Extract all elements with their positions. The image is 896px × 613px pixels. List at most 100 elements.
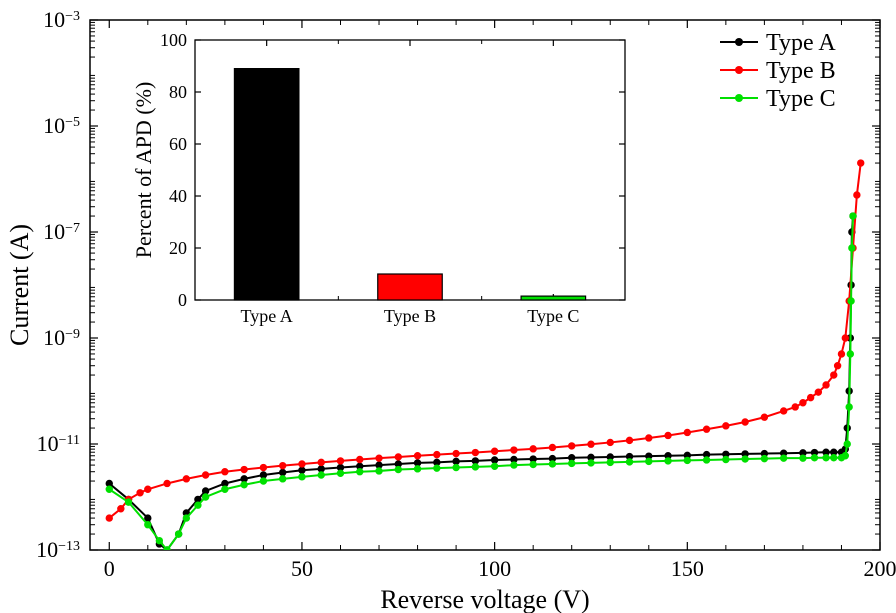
series-marker <box>106 486 112 492</box>
series-marker <box>723 456 729 462</box>
series-marker <box>849 245 855 251</box>
series-marker <box>823 382 829 388</box>
series-marker <box>175 531 181 537</box>
series-marker <box>815 389 821 395</box>
main-y-tick-label: 10−5 <box>43 113 80 138</box>
inset-y-tick-label: 60 <box>169 134 187 154</box>
series-marker <box>164 547 170 553</box>
inset-y-tick-label: 100 <box>160 30 187 50</box>
series-marker <box>703 457 709 463</box>
series-marker <box>807 394 813 400</box>
series-marker <box>299 474 305 480</box>
legend-label: Type B <box>766 58 836 84</box>
inset-x-tick-label: Type C <box>527 306 579 326</box>
series-marker <box>761 414 767 420</box>
main-y-tick-label: 10−9 <box>43 325 80 350</box>
series-marker <box>453 450 459 456</box>
series-marker <box>145 515 151 521</box>
series-marker <box>337 470 343 476</box>
legend-marker <box>735 38 743 46</box>
series-marker <box>858 160 864 166</box>
series-marker <box>145 522 151 528</box>
series-marker <box>395 454 401 460</box>
series-marker <box>164 480 170 486</box>
main-y-axis-label: Current (A) <box>5 224 34 346</box>
series-marker <box>260 478 266 484</box>
series-marker <box>299 461 305 467</box>
series-marker <box>588 460 594 466</box>
series-marker <box>241 466 247 472</box>
series-marker <box>549 444 555 450</box>
series-marker <box>414 453 420 459</box>
series-marker <box>491 448 497 454</box>
series-marker <box>569 443 575 449</box>
series-marker <box>395 466 401 472</box>
main-y-tick-label: 10−11 <box>37 431 80 456</box>
series-marker <box>260 472 266 478</box>
series-marker <box>511 462 517 468</box>
series-marker <box>607 439 613 445</box>
series-marker <box>703 426 709 432</box>
series-marker <box>847 351 853 357</box>
series-marker <box>491 463 497 469</box>
series-marker <box>472 449 478 455</box>
series-marker <box>337 458 343 464</box>
legend-marker <box>735 94 743 102</box>
series-marker <box>831 372 837 378</box>
series-marker <box>646 458 652 464</box>
inset-bar <box>234 69 299 300</box>
series-marker <box>453 464 459 470</box>
series-marker <box>318 459 324 465</box>
series-marker <box>792 404 798 410</box>
series-marker <box>279 476 285 482</box>
series-marker <box>646 435 652 441</box>
series-marker <box>241 482 247 488</box>
series-marker <box>183 515 189 521</box>
series-marker <box>195 502 201 508</box>
inset-y-tick-label: 80 <box>169 82 187 102</box>
series-marker <box>357 456 363 462</box>
series-marker <box>202 472 208 478</box>
series-marker <box>472 464 478 470</box>
inset-x-tick-label: Type A <box>241 306 293 326</box>
main-x-tick-label: 100 <box>478 556 511 581</box>
series-marker <box>279 469 285 475</box>
series-marker <box>684 457 690 463</box>
series-marker <box>588 441 594 447</box>
inset-y-axis-label: Percent of APD (%) <box>131 82 156 259</box>
series-marker <box>850 213 856 219</box>
series-marker <box>607 459 613 465</box>
series-marker <box>260 464 266 470</box>
series-marker <box>511 447 517 453</box>
inset-y-tick-label: 20 <box>169 238 187 258</box>
main-x-tick-label: 150 <box>671 556 704 581</box>
series-marker <box>222 469 228 475</box>
main-y-tick-label: 10−3 <box>43 7 80 32</box>
main-y-tick-label: 10−7 <box>43 219 80 244</box>
series-marker <box>530 461 536 467</box>
series-marker <box>549 461 555 467</box>
series-marker <box>811 455 817 461</box>
series-marker <box>279 462 285 468</box>
series-marker <box>742 456 748 462</box>
series-marker <box>684 429 690 435</box>
series-marker <box>137 490 143 496</box>
inset-y-tick-label: 40 <box>169 186 187 206</box>
series-marker <box>831 455 837 461</box>
legend-label: Type C <box>766 86 836 112</box>
series-marker <box>848 298 854 304</box>
main-x-axis-label: Reverse voltage (V) <box>380 585 589 613</box>
series-marker <box>145 486 151 492</box>
series-marker <box>838 351 844 357</box>
series-marker <box>800 400 806 406</box>
main-y-tick-label: 10−13 <box>36 537 80 562</box>
series-marker <box>118 506 124 512</box>
main-x-tick-label: 0 <box>104 556 115 581</box>
series-marker <box>626 437 632 443</box>
series-marker <box>761 455 767 461</box>
series-marker <box>491 457 497 463</box>
series-marker <box>202 494 208 500</box>
series-marker <box>665 432 671 438</box>
series-marker <box>125 499 131 505</box>
series-marker <box>834 363 840 369</box>
